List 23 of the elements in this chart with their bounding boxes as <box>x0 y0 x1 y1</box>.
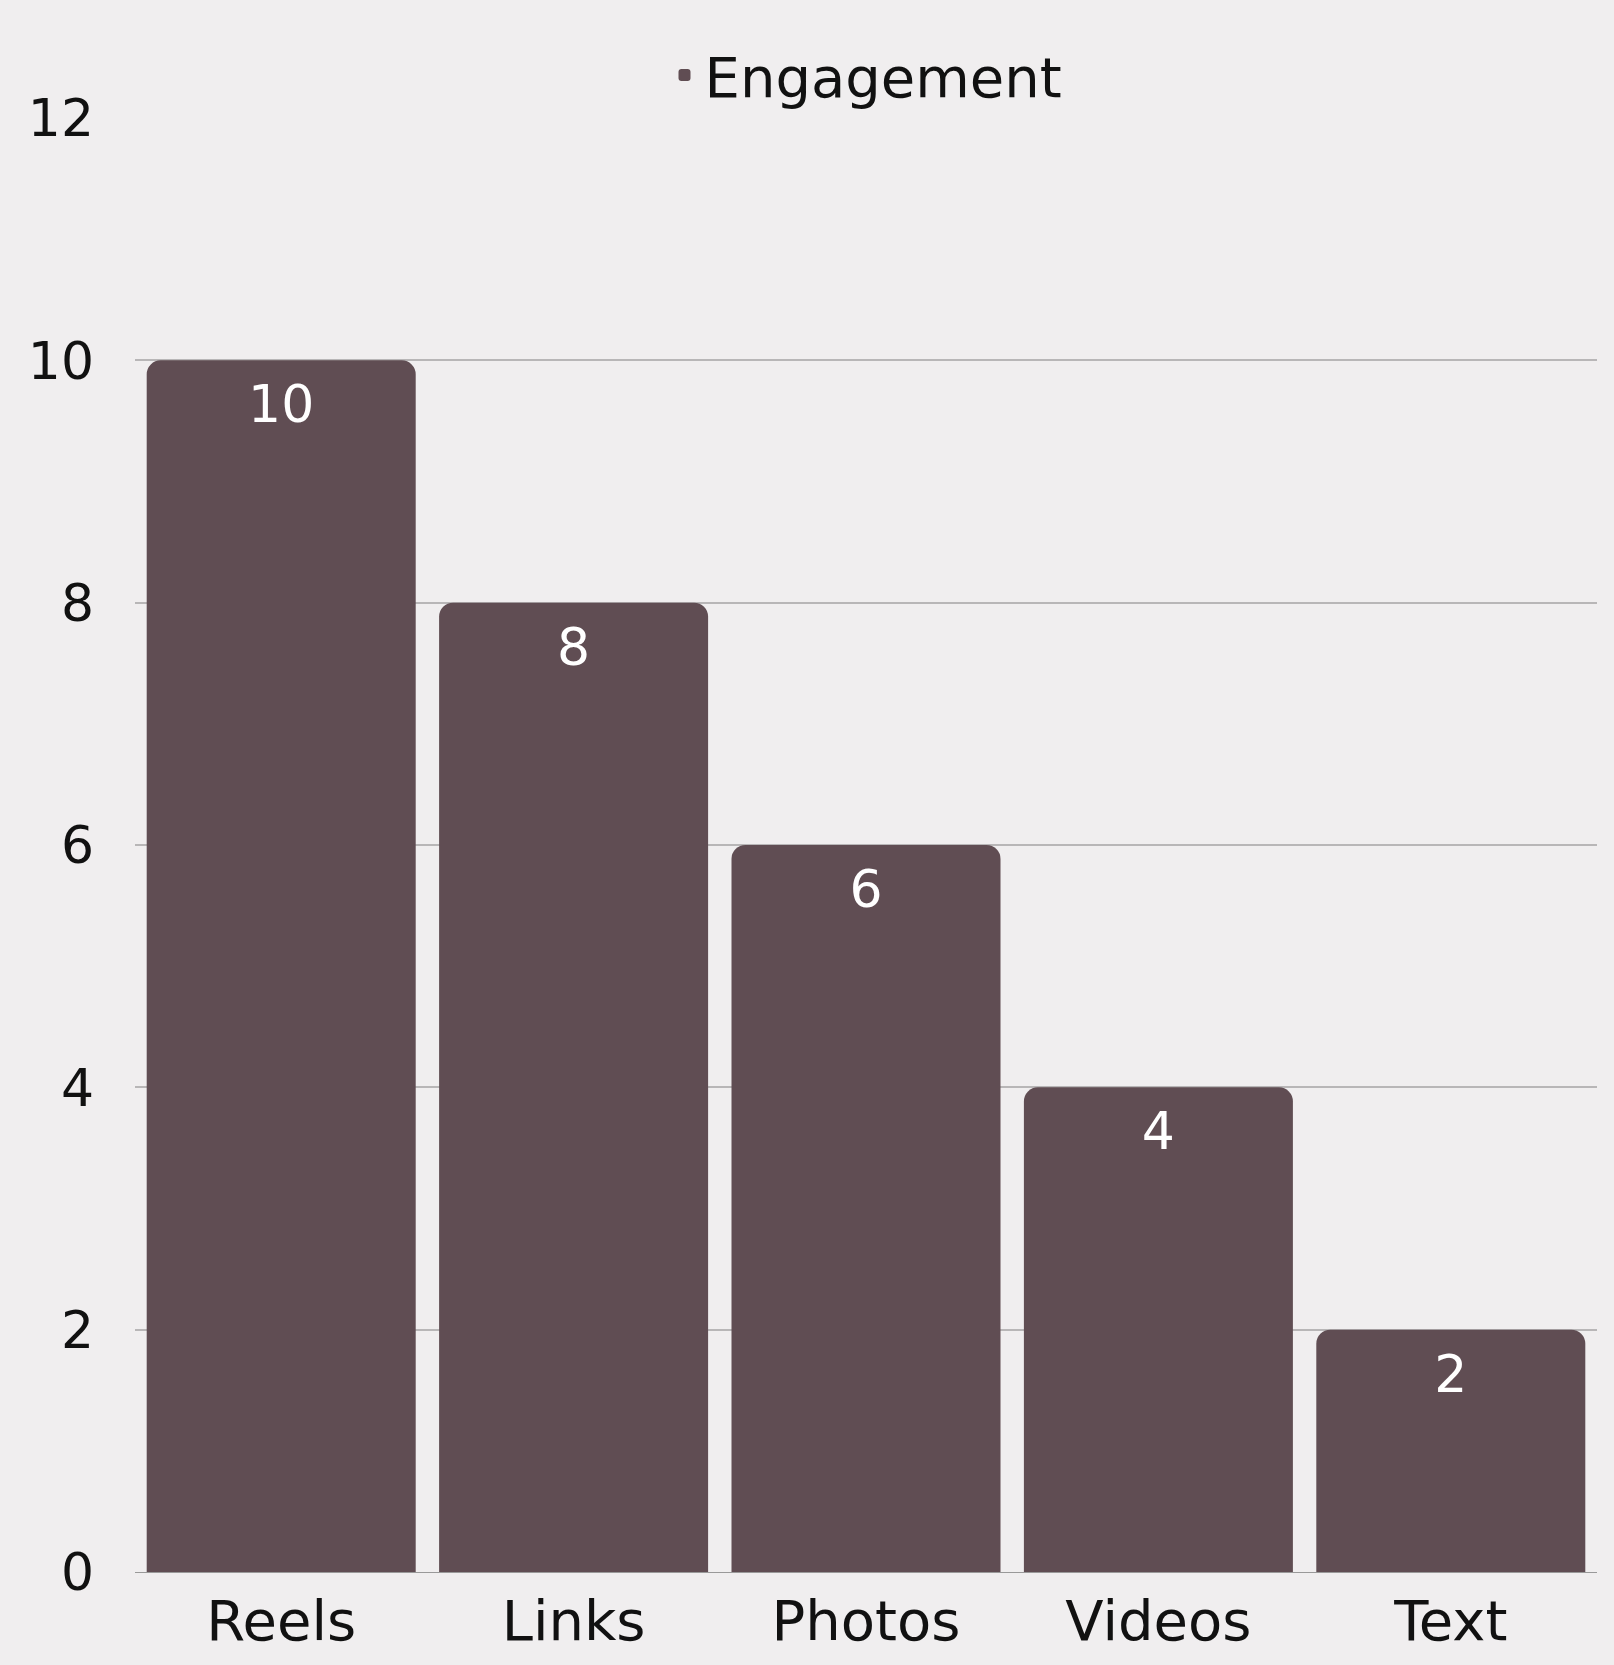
bar <box>731 845 1001 1572</box>
y-tick-label: 6 <box>60 815 94 876</box>
data-label: 2 <box>1434 1343 1468 1404</box>
bar <box>439 602 709 1572</box>
data-label: 10 <box>248 374 315 435</box>
bar <box>1023 1087 1293 1572</box>
data-label: 8 <box>557 616 591 677</box>
x-tick-label: Reels <box>206 1588 357 1654</box>
y-tick-label: 2 <box>60 1299 94 1360</box>
x-tick-label: Videos <box>1065 1588 1252 1654</box>
legend-label: Engagement <box>704 44 1062 110</box>
y-tick-label: 8 <box>60 572 94 633</box>
y-tick-label: 0 <box>60 1542 94 1603</box>
data-label: 6 <box>849 859 883 919</box>
y-tick-label: 10 <box>27 330 94 391</box>
x-tick-label: Photos <box>771 1588 961 1654</box>
data-label: 4 <box>1141 1101 1175 1162</box>
y-tick-label: 4 <box>60 1057 94 1118</box>
bar <box>1316 1329 1586 1572</box>
x-tick-label: Links <box>501 1588 646 1654</box>
x-tick-label: Text <box>1393 1588 1508 1654</box>
bar <box>146 360 416 1572</box>
y-tick-label: 12 <box>27 88 94 149</box>
